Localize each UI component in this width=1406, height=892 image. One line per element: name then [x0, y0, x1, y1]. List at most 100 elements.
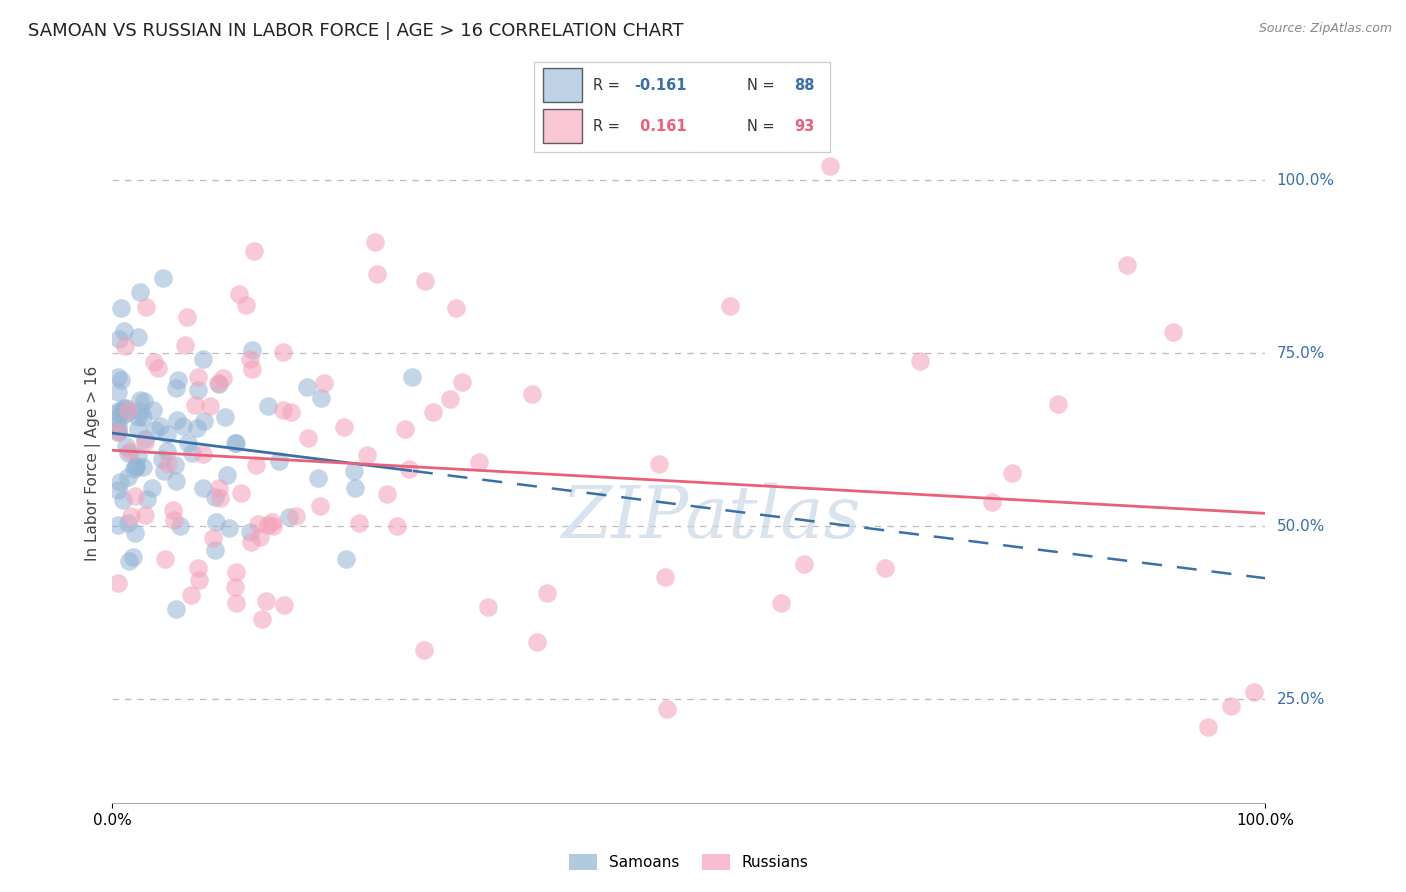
Point	[1219, 698, 1241, 713]
Text: R =: R =	[593, 78, 624, 93]
Point	[114, 339, 136, 353]
Point	[107, 407, 129, 421]
Point	[111, 402, 134, 417]
Legend: Samoans, Russians: Samoans, Russians	[562, 848, 815, 877]
Point	[267, 454, 290, 468]
Point	[225, 566, 247, 580]
Point	[648, 457, 671, 471]
Point	[224, 580, 246, 594]
Point	[107, 425, 129, 439]
Point	[191, 352, 214, 367]
Text: N =: N =	[747, 120, 779, 134]
Point	[165, 475, 187, 489]
Point	[108, 475, 131, 490]
Point	[162, 503, 184, 517]
Point	[172, 418, 194, 433]
Point	[181, 445, 204, 459]
Point	[240, 534, 263, 549]
Text: R =: R =	[593, 120, 624, 134]
Point	[143, 355, 166, 369]
Point	[107, 423, 129, 437]
Point	[127, 410, 149, 425]
Point	[180, 588, 202, 602]
Point	[655, 702, 678, 716]
Point	[128, 404, 150, 418]
Point	[875, 561, 897, 575]
Point	[156, 458, 179, 472]
Point	[536, 586, 558, 600]
Point	[112, 401, 135, 415]
Point	[204, 543, 226, 558]
Point	[111, 492, 134, 507]
Point	[239, 524, 262, 539]
Point	[387, 518, 409, 533]
Point	[163, 513, 186, 527]
Point	[135, 491, 157, 506]
Point	[204, 490, 226, 504]
Point	[526, 635, 548, 649]
Point	[280, 405, 302, 419]
Point	[818, 160, 841, 174]
Point	[117, 403, 139, 417]
Point	[343, 464, 366, 478]
Point	[262, 515, 284, 529]
Point	[204, 515, 226, 529]
Point	[422, 405, 444, 419]
Text: ZIPatlas: ZIPatlas	[562, 483, 862, 553]
Point	[246, 516, 269, 531]
Point	[127, 423, 149, 437]
Point	[1161, 325, 1184, 339]
Point	[132, 410, 155, 425]
Point	[284, 508, 307, 523]
Point	[115, 401, 138, 416]
Point	[125, 458, 148, 473]
Point	[366, 268, 388, 282]
Point	[124, 462, 146, 476]
Point	[793, 557, 815, 571]
Point	[375, 487, 398, 501]
Point	[132, 459, 155, 474]
Point	[128, 285, 150, 299]
Point	[107, 404, 129, 418]
Point	[333, 419, 356, 434]
Text: N =: N =	[747, 78, 779, 93]
Point	[277, 509, 299, 524]
Point	[143, 423, 166, 437]
Point	[156, 443, 179, 458]
Point	[228, 287, 250, 301]
Point	[124, 489, 146, 503]
Point	[107, 483, 129, 497]
Point	[108, 332, 131, 346]
Point	[439, 392, 461, 406]
Text: 88: 88	[794, 78, 814, 93]
Point	[107, 411, 129, 425]
Point	[257, 517, 280, 532]
Point	[149, 418, 172, 433]
Point	[1046, 397, 1069, 411]
Point	[117, 516, 139, 530]
Text: 75.0%: 75.0%	[1277, 346, 1324, 360]
Y-axis label: In Labor Force | Age > 16: In Labor Force | Age > 16	[86, 367, 101, 561]
Point	[193, 413, 215, 427]
Point	[191, 481, 214, 495]
Point	[107, 385, 129, 400]
Point	[273, 598, 295, 612]
Point	[107, 518, 129, 533]
Point	[201, 531, 224, 545]
Point	[249, 530, 271, 544]
Point	[117, 445, 139, 459]
Point	[118, 444, 141, 458]
Point	[215, 468, 238, 483]
Point	[129, 392, 152, 407]
Point	[477, 600, 499, 615]
Point	[153, 464, 176, 478]
Point	[148, 360, 170, 375]
Point	[271, 345, 294, 359]
Point	[122, 549, 145, 564]
Point	[218, 521, 240, 535]
Point	[309, 391, 332, 405]
Point	[173, 338, 195, 352]
Point	[124, 526, 146, 541]
Text: -0.161: -0.161	[634, 78, 688, 93]
Point	[166, 413, 188, 427]
